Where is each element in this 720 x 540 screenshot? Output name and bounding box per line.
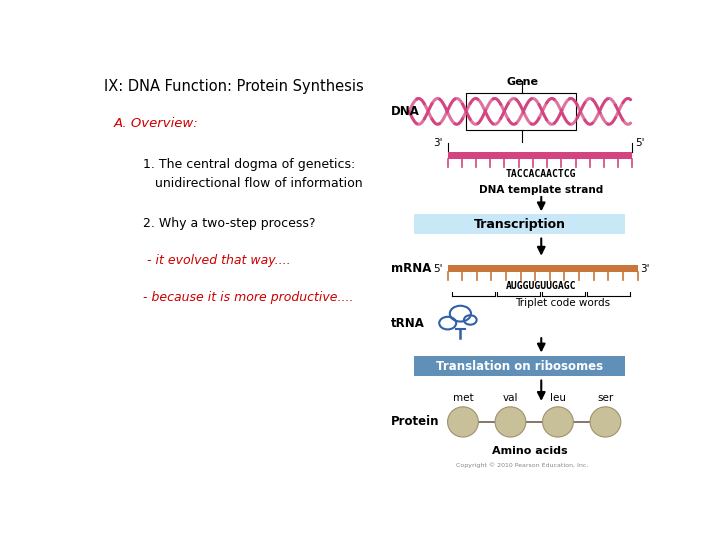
Text: A. Overview:: A. Overview: [114,117,198,130]
Text: 3': 3' [640,264,649,274]
Text: val: val [503,393,518,403]
Bar [466,93,576,130]
Ellipse shape [590,407,621,437]
Text: Gene: Gene [506,77,538,87]
Ellipse shape [448,407,478,437]
Text: ser: ser [598,393,613,403]
Text: 5': 5' [433,264,442,274]
Bar [448,265,637,272]
Text: DNA template strand: DNA template strand [479,185,603,195]
Text: - because it is more productive....: - because it is more productive.... [143,292,354,305]
Text: 3': 3' [433,138,442,149]
Text: Amino acids: Amino acids [492,446,567,456]
Text: Protein: Protein [391,415,440,428]
Text: Translation on ribosomes: Translation on ribosomes [436,360,603,373]
Text: tRNA: tRNA [391,316,425,329]
Text: 1. The central dogma of genetics:
   unidirectional flow of information: 1. The central dogma of genetics: unidir… [143,158,363,191]
Text: Copyright © 2010 Pearson Education, Inc.: Copyright © 2010 Pearson Education, Inc. [456,463,588,468]
Text: 5': 5' [635,138,644,149]
Bar [414,356,625,376]
Ellipse shape [495,407,526,437]
Ellipse shape [543,407,573,437]
Text: met: met [453,393,473,403]
Text: leu: leu [550,393,566,403]
Text: Triplet code words: Triplet code words [516,298,611,308]
Text: 2. Why a two-step process?: 2. Why a two-step process? [143,217,315,230]
Bar [414,214,625,234]
Text: - it evolved that way....: - it evolved that way.... [143,254,291,267]
Text: IX: DNA Function: Protein Synthesis: IX: DNA Function: Protein Synthesis [104,79,364,94]
Bar [448,152,632,159]
Text: TACCACAACTCG: TACCACAACTCG [506,168,577,179]
Text: AUGGUGUUGAGC: AUGGUGUUGAGC [506,281,577,291]
Text: Transcription: Transcription [474,218,565,231]
Text: DNA: DNA [391,105,420,118]
Text: mRNA: mRNA [391,262,431,275]
